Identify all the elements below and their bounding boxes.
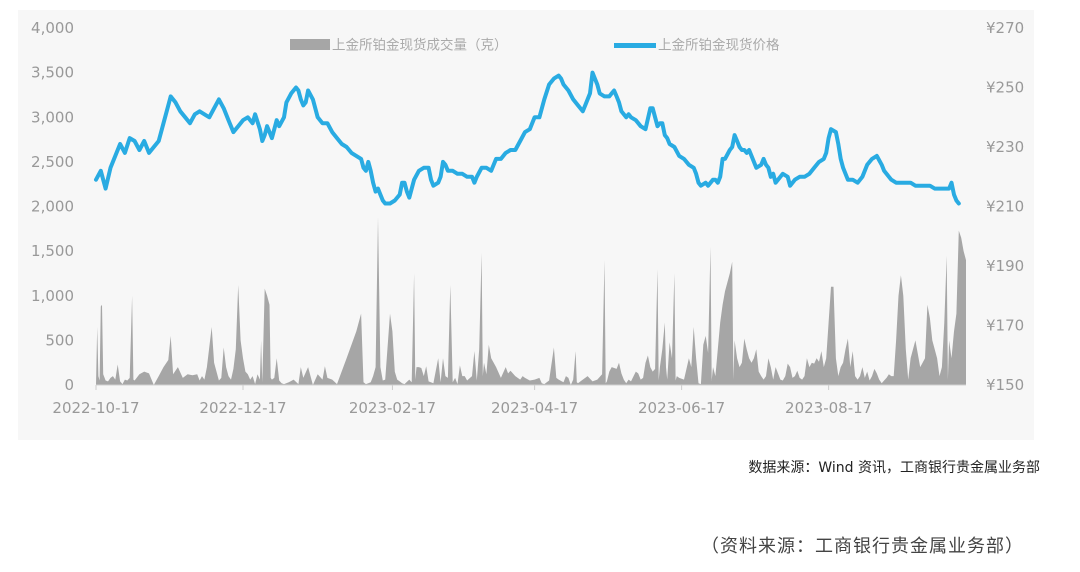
left-tick-label: 1,500 [31, 242, 74, 260]
right-tick-label: ¥150 [986, 376, 1024, 394]
x-tick-label: 2022-12-17 [199, 399, 286, 417]
legend-volume-swatch [290, 39, 330, 50]
left-tick-label: 2,000 [31, 198, 74, 216]
right-tick-label: ¥190 [986, 257, 1024, 275]
legend-price-swatch [614, 43, 656, 48]
data-source-note: 数据来源：Wind 资讯，工商银行贵金属业务部 [748, 460, 1040, 476]
volume-area-series [96, 59, 966, 385]
right-tick-label: ¥270 [986, 19, 1024, 37]
right-axis: ¥150 ¥170 ¥190 ¥210 ¥230 ¥250 ¥270 [986, 19, 1024, 394]
left-tick-label: 3,500 [31, 64, 74, 82]
legend-volume-label: 上金所铂金现货成交量（克） [332, 37, 508, 54]
x-tick-label: 2023-04-17 [491, 399, 578, 417]
right-tick-label: ¥230 [986, 138, 1024, 156]
legend: 上金所铂金现货成交量（克） 上金所铂金现货价格 [290, 37, 780, 54]
figure-caption: （资料来源：工商银行贵金属业务部） [701, 536, 1024, 557]
legend-price-label: 上金所铂金现货价格 [658, 37, 780, 54]
left-tick-label: 500 [45, 331, 74, 349]
price-line-series [94, 70, 961, 206]
chart-area: 0 500 1,000 1,500 2,000 2,500 3,000 3,500 4,000 … [18, 10, 1034, 440]
left-tick-label: 1,000 [31, 287, 74, 305]
right-tick-label: ¥250 [986, 79, 1024, 97]
left-tick-label: 2,500 [31, 153, 74, 171]
x-tick-label: 2023-06-17 [638, 399, 725, 417]
x-axis: 2022-10-17 2022-12-17 2023-02-17 2023-04-17… [52, 385, 872, 417]
left-tick-label: 3,000 [31, 108, 74, 126]
x-tick-label: 2023-02-17 [349, 399, 436, 417]
x-tick-label: 2022-10-17 [52, 399, 139, 417]
right-tick-label: ¥170 [986, 317, 1024, 335]
x-tick-label: 2023-08-17 [785, 399, 872, 417]
left-tick-label: 0 [64, 376, 74, 394]
left-tick-label: 4,000 [31, 19, 74, 37]
platinum-chart: 05001,0001,5002,0002,5003,0003,5004,000 … [31, 19, 1024, 417]
right-tick-label: ¥210 [986, 198, 1024, 216]
left-axis: 0 500 1,000 1,500 2,000 2,500 3,000 3,500 4,000 [31, 19, 74, 394]
